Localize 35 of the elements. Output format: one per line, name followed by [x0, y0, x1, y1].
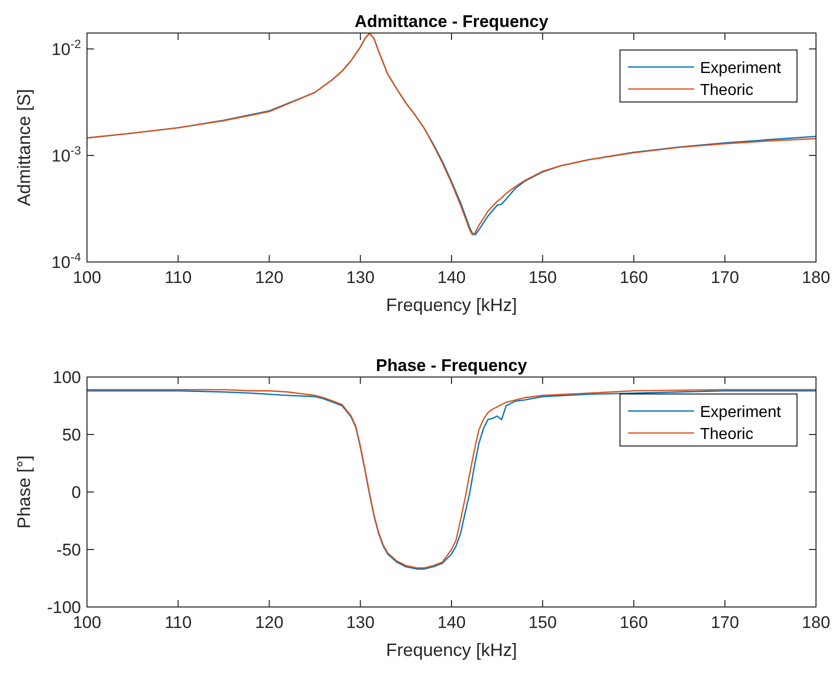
x-tick-label: 170 — [710, 613, 740, 632]
y-tick-label: 50 — [62, 426, 81, 444]
legend-label: Theoric — [700, 426, 754, 443]
y-axis-title: Admittance [S] — [14, 88, 34, 206]
x-tick-label: 140 — [437, 613, 466, 632]
x-tick-label: 110 — [164, 613, 192, 632]
y-axis-title: Phase [°] — [14, 455, 34, 529]
x-tick-label: 120 — [255, 268, 284, 287]
x-tick-label: 140 — [437, 268, 466, 287]
x-tick-label: 150 — [528, 613, 557, 632]
x-tick-label: 180 — [802, 268, 830, 287]
x-axis-title: Frequency [kHz] — [386, 640, 518, 660]
x-tick-label: 160 — [620, 268, 648, 287]
chart-title: Phase - Frequency — [376, 356, 528, 375]
x-tick-label: 130 — [346, 613, 375, 632]
x-tick-label: 150 — [528, 268, 557, 287]
chart-title: Admittance - Frequency — [354, 12, 549, 31]
legend-label: Experiment — [700, 60, 782, 77]
x-tick-label: 180 — [802, 613, 830, 632]
x-axis-title: Frequency [kHz] — [386, 295, 518, 315]
x-tick-label: 120 — [255, 613, 284, 632]
legend-label: Theoric — [700, 82, 754, 99]
y-tick-label: 100 — [52, 368, 81, 387]
line-series — [87, 32, 816, 236]
y-tick-label: 10$^{-3}$ — [52, 143, 82, 166]
y-tick-label: 10$^{-2}$ — [52, 36, 82, 59]
x-tick-label: 160 — [620, 613, 648, 632]
y-tick-label: 0 — [72, 483, 81, 502]
x-tick-label: 130 — [346, 268, 375, 287]
y-tick-label: -100 — [46, 598, 81, 617]
y-tick-label: -50 — [56, 540, 81, 560]
legend-label: Experiment — [700, 404, 782, 421]
x-tick-label: 110 — [164, 268, 192, 287]
y-tick-label: 10$^{-4}$ — [52, 250, 82, 272]
x-tick-label: 170 — [710, 268, 740, 287]
